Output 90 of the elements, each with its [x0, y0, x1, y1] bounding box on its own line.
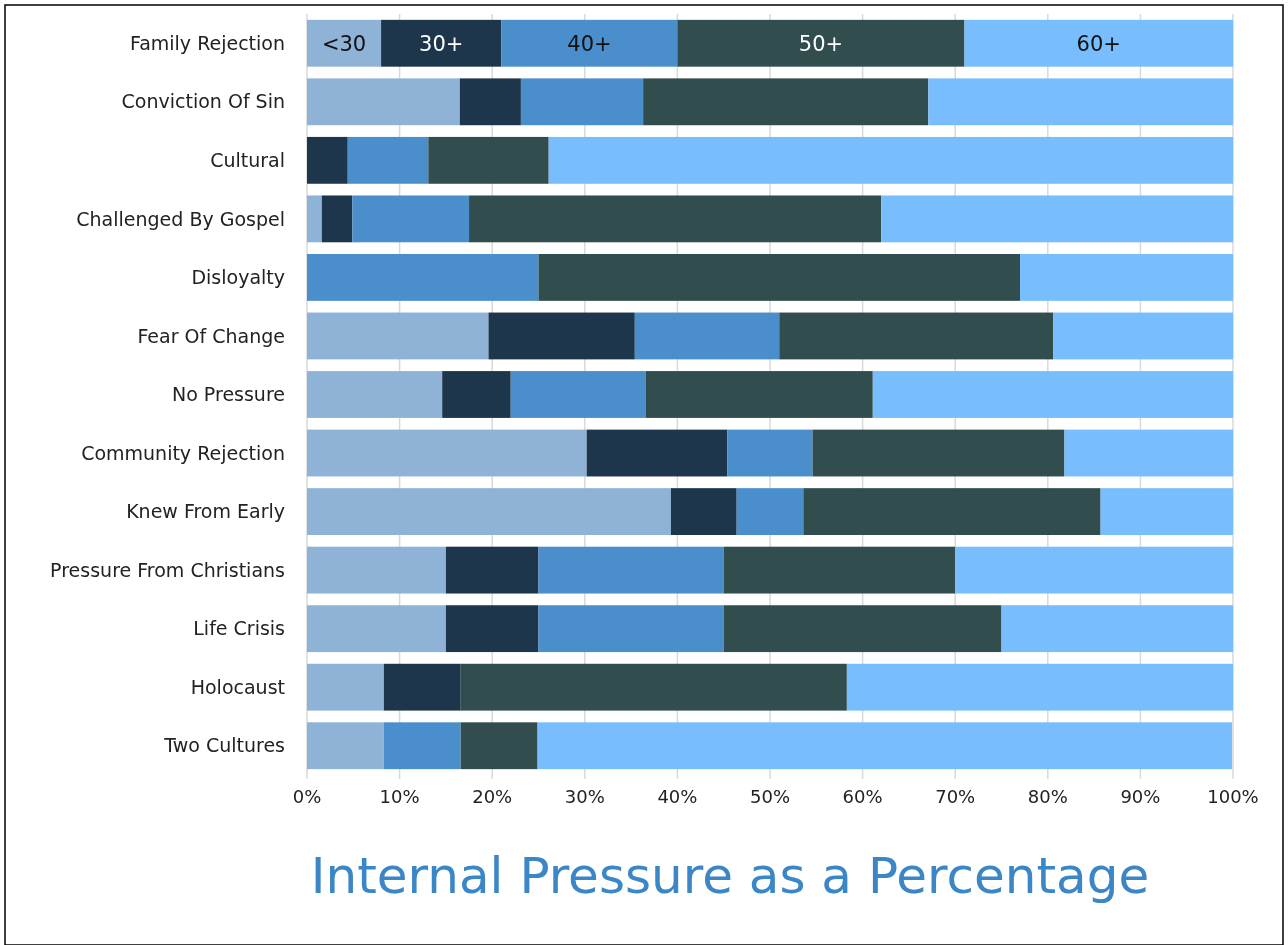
x-tick-label: 60% [842, 786, 883, 807]
bar [460, 722, 538, 770]
bar [537, 722, 1233, 770]
bar [428, 136, 549, 184]
series-label: 50+ [798, 31, 844, 56]
bar [307, 136, 348, 184]
bar [964, 19, 1233, 67]
y-tick-label: Community Rejection [81, 441, 285, 464]
x-tick-label: 90% [1120, 786, 1161, 807]
y-tick-label: No Pressure [171, 383, 285, 406]
bar [538, 546, 724, 594]
y-tick-label: Conviction Of Sin [121, 90, 285, 113]
bar [1053, 312, 1233, 360]
bar [307, 488, 671, 535]
bar [1020, 254, 1233, 301]
x-tick-label: 50% [749, 786, 791, 807]
bar [383, 663, 461, 711]
x-tick-label: 70% [935, 786, 976, 807]
y-tick-label: Pressure From Christians [50, 558, 285, 581]
bar [510, 371, 646, 418]
bar [307, 78, 460, 126]
y-tick-label: Family Rejection [129, 31, 285, 54]
bar [723, 546, 956, 594]
bar [812, 429, 1065, 477]
bar [643, 78, 929, 126]
bar [307, 312, 489, 360]
bar [460, 663, 847, 711]
bar [307, 195, 322, 243]
bar [352, 195, 470, 243]
y-tick-label: Fear Of Change [137, 324, 285, 347]
bar [307, 663, 384, 711]
bar [1064, 429, 1233, 477]
y-tick-label: Two Cultures [163, 734, 285, 757]
x-tick-label: 80% [1027, 786, 1068, 807]
bar [727, 429, 813, 477]
x-tick-label: 20% [472, 786, 513, 807]
bar [645, 371, 873, 418]
series-label: <30 [321, 31, 367, 56]
x-tick-label: 100% [1207, 786, 1259, 807]
y-tick-label: Life Crisis [193, 617, 285, 640]
bar [459, 78, 521, 126]
bar [586, 429, 728, 477]
bar [307, 429, 587, 477]
bar [501, 19, 678, 67]
bar [383, 722, 461, 770]
bar [881, 195, 1233, 243]
bar [723, 605, 1002, 653]
bar [846, 663, 1233, 711]
bar [955, 546, 1233, 594]
series-label: 60+ [1076, 31, 1121, 56]
bar [779, 312, 1054, 360]
bar [469, 195, 882, 243]
bar [520, 78, 644, 126]
y-tick-label: Knew From Early [126, 500, 285, 523]
bar [307, 371, 443, 418]
bar [445, 546, 539, 594]
bar [803, 488, 1101, 535]
y-tick-label: Disloyalty [191, 266, 285, 289]
x-tick-label: 10% [379, 786, 420, 807]
bar [677, 19, 965, 67]
y-tick-label: Challenged By Gospel [76, 207, 285, 230]
bar [445, 605, 539, 653]
bar [442, 371, 511, 418]
x-tick-label: 40% [657, 786, 698, 807]
bar [307, 605, 446, 653]
bar [321, 195, 353, 243]
bar [307, 546, 446, 594]
bar [307, 254, 539, 301]
series-label: 30+ [419, 31, 464, 56]
bar [538, 605, 724, 653]
text: Internal Pressure as a Percentage [310, 847, 1150, 905]
bar [488, 312, 635, 360]
bar [307, 722, 384, 770]
y-tick-label: Cultural [210, 149, 285, 171]
series-label: 40+ [567, 31, 612, 56]
x-tick-label: 0% [292, 786, 322, 807]
bar [381, 19, 502, 67]
bar [538, 254, 1021, 301]
bar [1100, 488, 1233, 535]
bar [634, 312, 780, 360]
bar [736, 488, 804, 535]
bar [872, 371, 1233, 418]
bar [307, 19, 382, 67]
bar [347, 136, 429, 184]
bar [1001, 605, 1233, 653]
y-tick-label: Holocaust [190, 675, 285, 698]
x-tick-label: 30% [564, 786, 605, 807]
bar [548, 136, 1233, 184]
bar [670, 488, 737, 535]
bar [928, 78, 1233, 126]
